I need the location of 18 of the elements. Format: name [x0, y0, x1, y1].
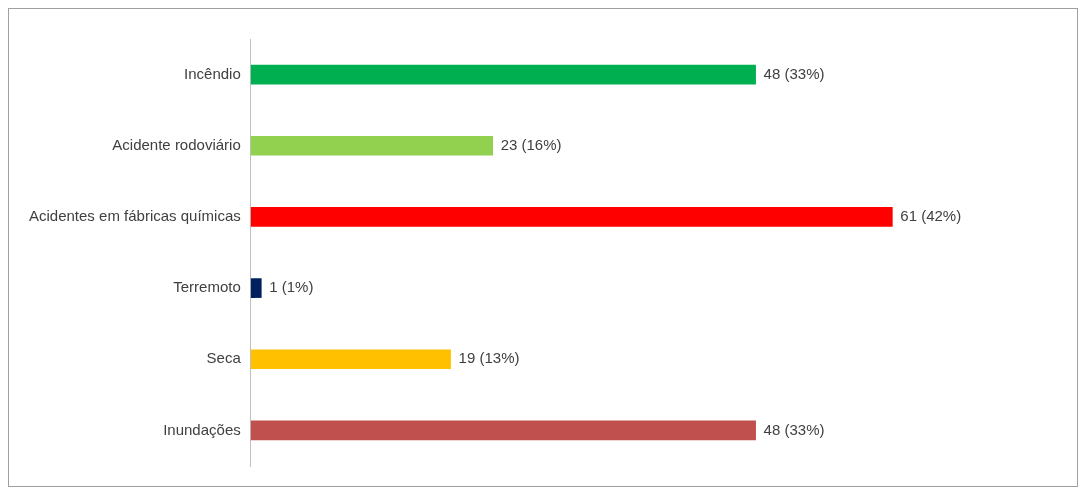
data-label: 1 (1%) [269, 278, 314, 296]
bar [250, 135, 493, 156]
bar [250, 207, 893, 227]
data-label: 23 (16%) [500, 135, 562, 153]
y-tick-label: Incêndio [184, 64, 241, 82]
bar [250, 349, 451, 370]
y-tick-label: Terremoto [173, 278, 241, 296]
y-tick-label: Acidentes em fábricas químicas [28, 207, 241, 225]
data-label: 48 (33%) [763, 420, 825, 438]
data-label: 19 (13%) [458, 349, 520, 367]
bar [250, 420, 756, 441]
bar [250, 278, 262, 298]
bar [250, 64, 756, 85]
data-label: 48 (33%) [763, 64, 825, 82]
y-tick-label: Acidente rodoviário [112, 135, 241, 153]
y-tick-label: Inundações [163, 420, 241, 438]
data-label: 61 (42%) [900, 207, 962, 225]
y-tick-label: Seca [206, 349, 242, 367]
